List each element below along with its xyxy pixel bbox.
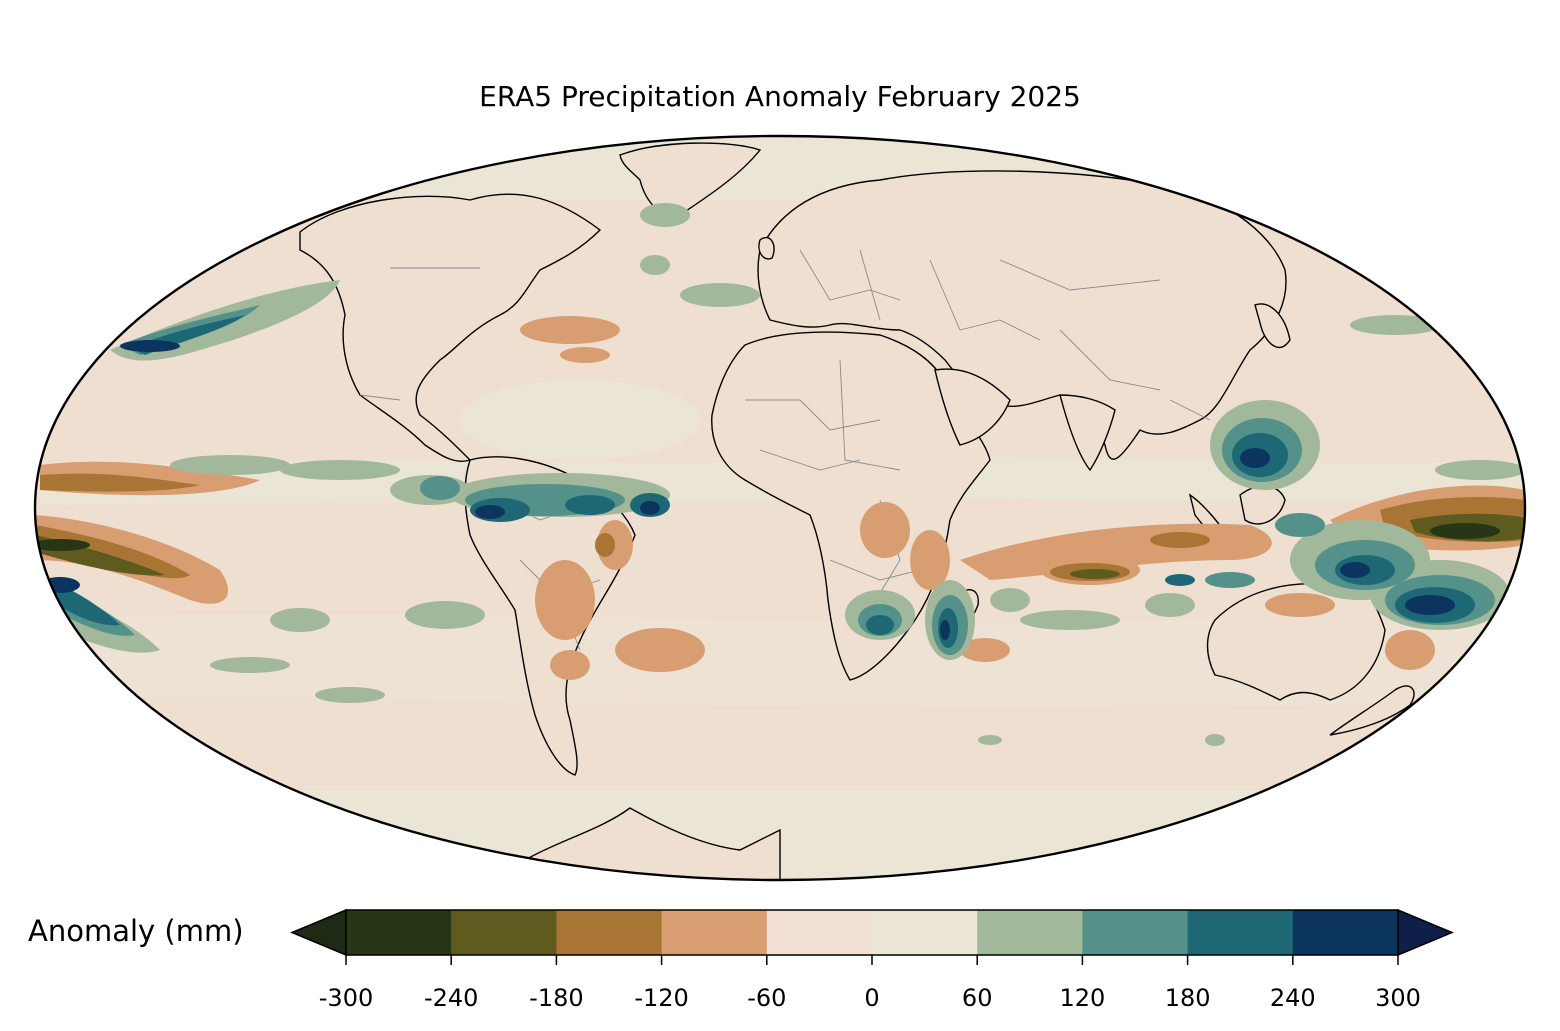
colorbar-label: Anomaly (mm) <box>28 914 244 948</box>
colorbar-tick-label: 120 <box>1059 984 1105 1012</box>
colorbar-tick-label: -180 <box>529 984 583 1012</box>
dry-anomalies <box>35 316 1525 680</box>
japan <box>1254 303 1291 349</box>
colorbar-swatch <box>1187 910 1294 955</box>
africa <box>711 331 991 681</box>
colorbar-tick-label: -120 <box>634 984 688 1012</box>
colorbar-extend-low <box>290 908 347 957</box>
colorbar-tick-label: -60 <box>747 984 786 1012</box>
colorbar-swatch <box>872 910 978 955</box>
colorbar: -300 -240 -180 -120 -60 0 60 120 180 240 300 <box>290 908 1454 1012</box>
greenland <box>619 142 762 217</box>
colorbar-tick-label: 0 <box>864 984 879 1012</box>
colorbar-tick-label: -300 <box>319 984 373 1012</box>
colorbar-swatch <box>556 910 663 955</box>
colorbar-swatch <box>346 910 452 955</box>
colorbar-swatch <box>1082 910 1189 955</box>
great-britain <box>758 236 775 260</box>
colorbar-extend-high <box>1397 908 1454 957</box>
eurasia <box>757 170 1287 460</box>
north-america <box>299 193 602 462</box>
colorbar-tick-label: 300 <box>1375 984 1421 1012</box>
colorbar-swatch <box>977 910 1083 955</box>
new-zealand <box>1329 685 1415 736</box>
india <box>1059 394 1116 472</box>
arabia <box>934 368 1011 446</box>
colorbar-tick-label: -240 <box>424 984 478 1012</box>
globe-outline <box>33 134 1527 882</box>
continents <box>299 142 1415 880</box>
colorbar-swatch <box>661 910 768 955</box>
colorbar-swatch <box>451 910 557 955</box>
colorbar-swatch <box>1292 910 1399 955</box>
wet-anomalies <box>35 203 1525 746</box>
colorbar-tick-label: 60 <box>962 984 993 1012</box>
colorbar-tick-label: 180 <box>1165 984 1211 1012</box>
colorbar-swatch <box>766 910 873 955</box>
map-title: ERA5 Precipitation Anomaly February 2025 <box>479 80 1081 113</box>
colorbar-tick-label: 240 <box>1270 984 1316 1012</box>
